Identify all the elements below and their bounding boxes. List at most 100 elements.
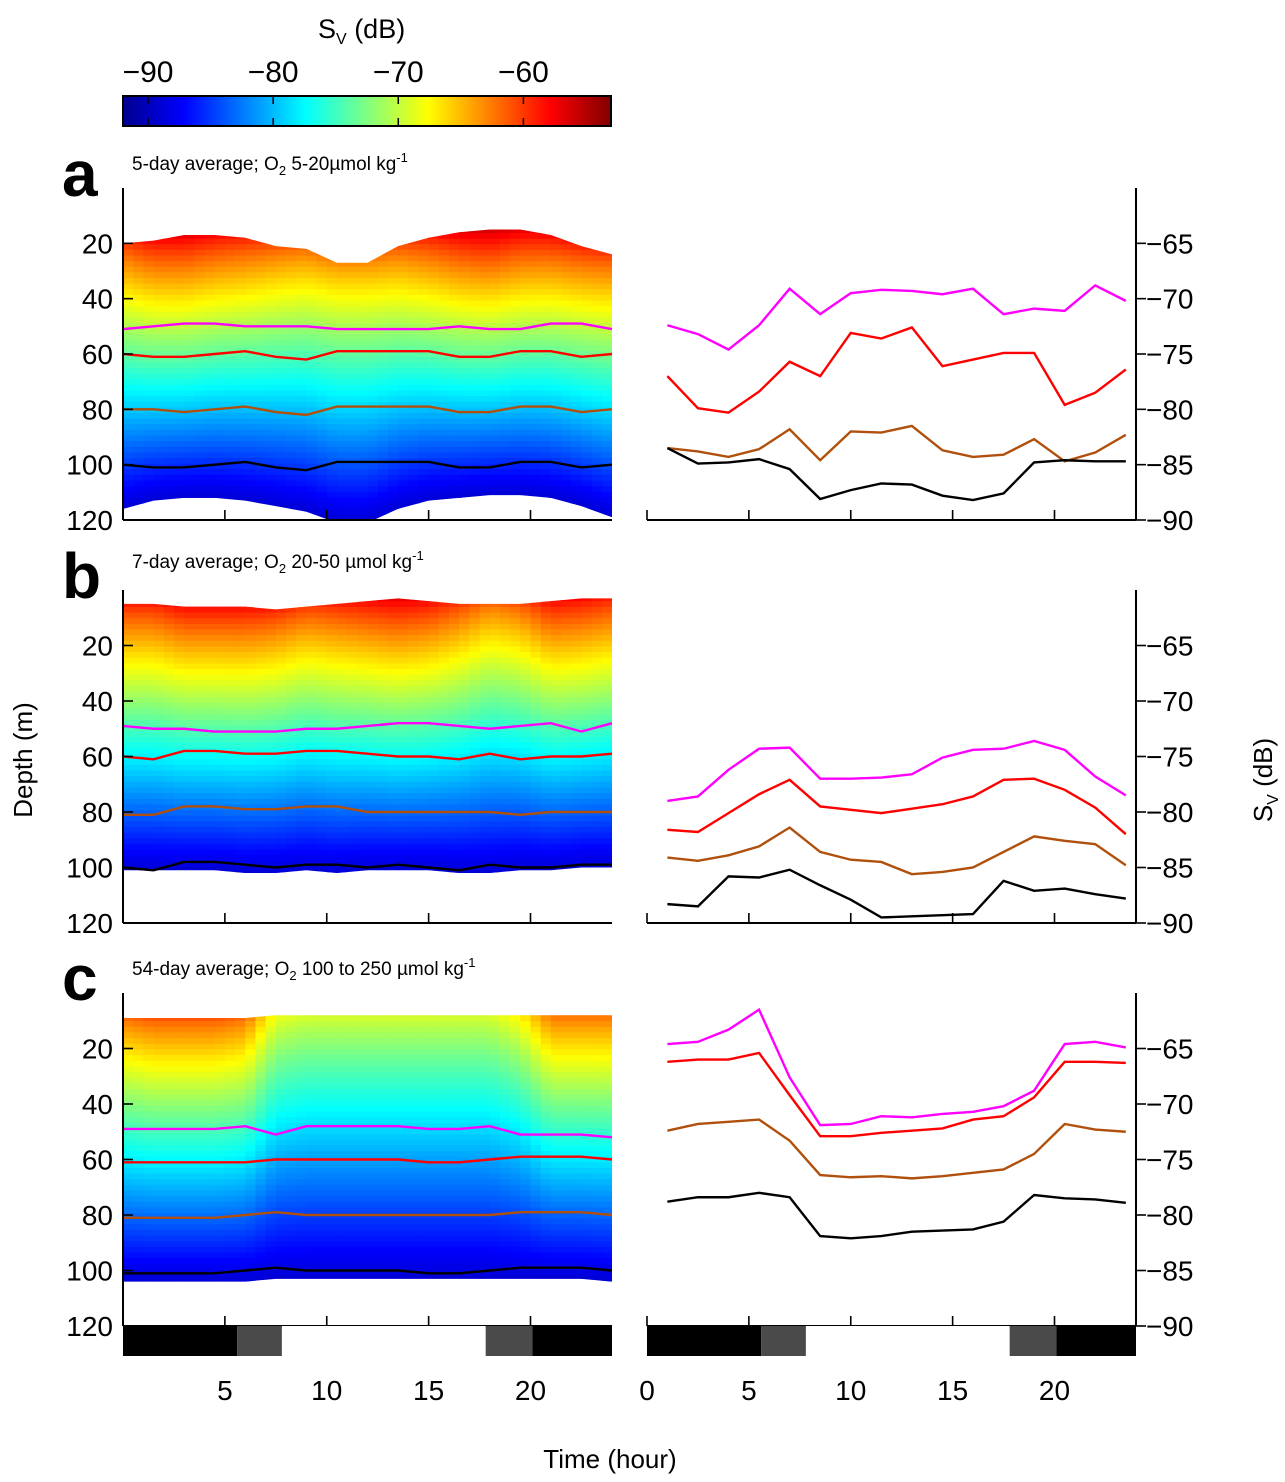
heatmap-cell [184, 469, 195, 476]
heatmap-cell [316, 294, 328, 302]
heatmap-cell [408, 895, 419, 901]
heatmap-cell [347, 272, 358, 279]
heatmap-cell [296, 906, 307, 912]
heatmap-cell [347, 233, 358, 240]
heatmap-cell [571, 379, 583, 386]
heatmap-cell [235, 663, 246, 670]
heatmap-cell [591, 317, 603, 324]
heatmap-cell [459, 384, 470, 392]
heatmap-cell [388, 912, 399, 918]
heatmap-cell [347, 362, 358, 369]
heatmap-cell [245, 334, 257, 341]
heatmap-cell [438, 328, 450, 335]
heatmap-cell [235, 889, 246, 895]
heatmap-cell [530, 289, 542, 296]
heatmap-cell [225, 188, 236, 194]
heatmap-cell [154, 889, 165, 895]
heatmap-cell [255, 255, 267, 262]
heatmap-cell [275, 612, 287, 619]
heatmap-cell [438, 838, 450, 845]
heatmap-cell [510, 323, 521, 330]
heatmap-cell [571, 345, 583, 352]
heatmap-cell [153, 855, 165, 862]
heatmap-cell [591, 345, 603, 352]
heatmap-cell [255, 646, 267, 653]
heatmap-cell [133, 233, 144, 240]
heatmap-cell [184, 435, 195, 442]
heatmap-cell [449, 266, 460, 273]
heatmap-cell [347, 697, 358, 704]
heatmap-cell [224, 697, 236, 704]
heatmap-cell [143, 804, 155, 811]
heatmap-cell [469, 244, 481, 251]
heatmap-cell [438, 855, 450, 862]
heatmap-cell [316, 474, 328, 482]
heatmap-cell [204, 486, 216, 493]
heatmap-cell [153, 424, 165, 431]
heatmap-cell [306, 328, 318, 335]
heatmap-cell [286, 753, 297, 760]
heatmap-cell [388, 211, 399, 217]
heatmap-cell [459, 821, 470, 828]
heatmap-cell [275, 413, 287, 420]
heatmap-cell [398, 205, 409, 211]
heatmap-cell [163, 787, 175, 794]
heatmap-cell [153, 787, 165, 794]
heatmap-cell [286, 872, 297, 874]
heatmap-cell [459, 233, 470, 240]
panel-title: 5-day average; O2 5-20µmol kg-1 [132, 150, 408, 178]
heatmap-cell [123, 646, 134, 653]
heatmap-cell [306, 474, 318, 482]
heatmap-cell [123, 508, 134, 515]
heatmap-cell [255, 396, 267, 403]
heatmap-cell [367, 629, 379, 636]
heatmap-cell [173, 480, 185, 487]
heatmap-cell [367, 283, 379, 290]
heatmap-cell [357, 216, 368, 222]
heatmap-cell [357, 289, 369, 296]
heatmap-cell [326, 781, 338, 789]
heatmap-cell [123, 418, 134, 425]
heatmap-cell [459, 629, 470, 636]
heatmap-cell [194, 708, 206, 715]
heatmap-cell [408, 401, 420, 408]
heatmap-cell [265, 821, 277, 828]
heatmap-cell [143, 396, 155, 403]
heatmap-cell [531, 194, 542, 200]
heatmap-cell [163, 731, 175, 738]
heatmap-cell [143, 680, 155, 687]
heatmap-cell [408, 216, 419, 222]
heatmap-cell [449, 680, 460, 687]
heatmap-cell [194, 895, 205, 901]
heatmap-cell [326, 629, 338, 636]
heatmap-cell [347, 211, 358, 217]
heatmap-cell [367, 396, 379, 403]
heatmap-cell [173, 289, 185, 296]
heatmap-cell [449, 244, 460, 251]
heatmap-cell [235, 629, 246, 636]
heatmap-cell [357, 895, 368, 901]
heatmap-cell [500, 211, 511, 217]
heatmap-cell [429, 889, 440, 895]
heatmap-cell [550, 229, 562, 234]
heatmap-cell [163, 278, 175, 285]
heatmap-cell [347, 601, 358, 608]
heatmap-cell [123, 731, 134, 738]
heatmap-cell [235, 759, 246, 766]
heatmap-cell [173, 317, 185, 324]
heatmap-cell [601, 469, 612, 476]
heatmap-cell [510, 211, 521, 217]
heatmap-cell [571, 368, 583, 375]
heatmap-cell [387, 821, 399, 828]
heatmap-cell [336, 424, 348, 431]
heatmap-cell [398, 714, 409, 721]
heatmap-cell [275, 640, 287, 648]
heatmap-cell [163, 379, 175, 386]
heatmap-cell [377, 601, 389, 608]
heatmap-cell [449, 497, 460, 504]
heatmap-cell [480, 211, 491, 217]
heatmap-cell [143, 474, 155, 482]
heatmap-cell [438, 435, 450, 442]
heatmap-cell [428, 317, 440, 324]
heatmap-cell [418, 702, 430, 710]
